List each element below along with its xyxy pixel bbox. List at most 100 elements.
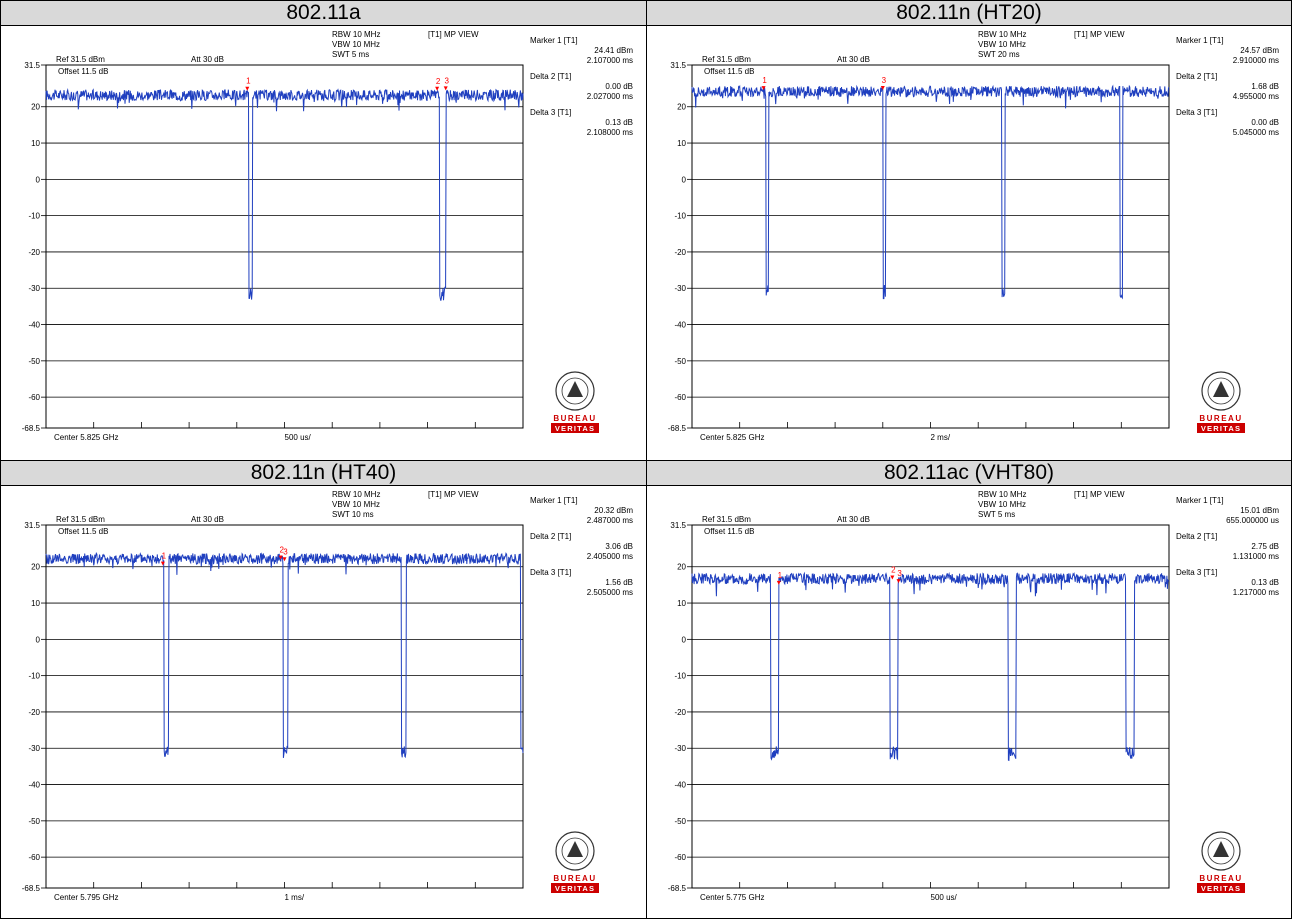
attenuation-label: Att 30 dB <box>837 55 870 64</box>
marker-readout-label: Delta 3 [T1] <box>530 108 571 117</box>
y-tick-label: -20 <box>674 708 686 717</box>
ref-level-label: Ref 31.5 dBm <box>56 55 105 64</box>
attenuation-label: Att 30 dB <box>191 55 224 64</box>
logo-figure-icon <box>1213 841 1229 857</box>
plot-frame <box>45 64 524 429</box>
marker-readout-time: 2.405000 ms <box>587 552 633 561</box>
y-tick-label: -50 <box>28 817 40 826</box>
center-frequency-label: Center 5.825 GHz <box>700 433 764 442</box>
y-tick-label: -10 <box>674 672 686 681</box>
span-per-division-label: 1 ms/ <box>285 893 305 902</box>
marker-readout-level: 24.41 dBm <box>594 46 633 55</box>
offset-label: Offset 11.5 dB <box>704 67 754 76</box>
y-tick-label: -30 <box>674 744 686 753</box>
marker-readout-time: 2.108000 ms <box>587 128 633 137</box>
marker-readout-level: 24.57 dBm <box>1240 46 1279 55</box>
logo-text-bottom: VERITAS <box>1201 424 1241 433</box>
swt-label: SWT 20 ms <box>978 50 1020 59</box>
swt-label: SWT 5 ms <box>332 50 369 59</box>
marker-tag-2: 2 <box>436 77 441 86</box>
marker-readout-level: 0.13 dB <box>1251 578 1279 587</box>
y-tick-label: -40 <box>674 781 686 790</box>
rbw-label: RBW 10 MHz <box>332 490 380 499</box>
y-tick-label: 20 <box>677 103 686 112</box>
vbw-label: VBW 10 MHz <box>332 500 380 509</box>
marker-tag-3: 3 <box>897 569 902 578</box>
y-tick-label: 20 <box>31 103 40 112</box>
marker-point-3 <box>443 86 448 91</box>
ref-level-label: Ref 31.5 dBm <box>702 55 751 64</box>
y-tick-label: -68.5 <box>22 884 41 893</box>
y-tick-label: -20 <box>28 248 40 257</box>
vbw-label: VBW 10 MHz <box>332 40 380 49</box>
marker-readout-time: 1.131000 ms <box>1233 552 1279 561</box>
ref-level-label: Ref 31.5 dBm <box>56 515 105 524</box>
marker-tag-1: 1 <box>162 552 167 561</box>
vbw-label: VBW 10 MHz <box>978 40 1026 49</box>
marker-readout-level: 1.68 dB <box>1251 82 1279 91</box>
span-per-division-label: 500 us/ <box>285 433 312 442</box>
marker-readout-time: 2.505000 ms <box>587 588 633 597</box>
y-tick-label: 31.5 <box>24 61 40 70</box>
logo-text-bottom: VERITAS <box>555 884 595 893</box>
view-label: [T1] MP VIEW <box>428 490 479 499</box>
logo-figure-icon <box>567 841 583 857</box>
offset-label: Offset 11.5 dB <box>58 67 108 76</box>
view-label: [T1] MP VIEW <box>1074 490 1125 499</box>
y-tick-label: -10 <box>28 212 40 221</box>
center-frequency-label: Center 5.795 GHz <box>54 893 118 902</box>
logo-text-top: BUREAU <box>1199 874 1242 883</box>
y-tick-label: -50 <box>28 357 40 366</box>
marker-readout-label: Delta 2 [T1] <box>530 532 571 541</box>
marker-readout-label: Delta 2 [T1] <box>1176 532 1217 541</box>
y-tick-label: 20 <box>677 563 686 572</box>
swt-label: SWT 5 ms <box>978 510 1015 519</box>
logo-banner <box>551 423 599 433</box>
span-per-division-label: 2 ms/ <box>931 433 951 442</box>
panel-80211n-ht20: 802.11n (HT20) RBW 10 MHz VBW 10 MHz SWT 2… <box>646 0 1292 461</box>
marker-readout-level: 1.56 dB <box>605 578 633 587</box>
y-tick-label: -30 <box>28 744 40 753</box>
rbw-label: RBW 10 MHz <box>978 30 1026 39</box>
plot-frame <box>45 524 524 889</box>
y-tick-label: -30 <box>28 284 40 293</box>
trace-line <box>45 551 524 759</box>
marker-readout-level: 15.01 dBm <box>1240 506 1279 515</box>
marker-tag-3: 3 <box>882 76 887 85</box>
panel-title: 802.11ac (VHT80) <box>647 461 1291 486</box>
marker-readout-level: 3.06 dB <box>605 542 633 551</box>
marker-point-2 <box>278 555 283 560</box>
panel-title: 802.11a <box>1 1 646 26</box>
panel-80211a: 802.11a RBW 10 MHz VBW 10 MHz SWT 5 ms [T1]… <box>0 0 647 461</box>
plot-frame <box>691 64 1170 429</box>
marker-readout-label: Delta 2 [T1] <box>1176 72 1217 81</box>
y-tick-label: -60 <box>28 853 40 862</box>
marker-point-1 <box>761 86 766 91</box>
y-tick-label: -60 <box>674 853 686 862</box>
marker-point-3 <box>282 557 287 562</box>
y-tick-label: 0 <box>36 175 41 184</box>
y-tick-label: 31.5 <box>670 61 686 70</box>
marker-point-3 <box>896 579 901 584</box>
marker-readout-level: 2.75 dB <box>1251 542 1279 551</box>
marker-readout-level: 0.13 dB <box>605 118 633 127</box>
y-tick-label: -10 <box>674 212 686 221</box>
marker-readout-level: 20.32 dBm <box>594 506 633 515</box>
marker-readout-time: 655.000000 us <box>1226 516 1279 525</box>
logo-text-bottom: VERITAS <box>555 424 595 433</box>
logo-banner <box>1197 423 1245 433</box>
marker-tag-3: 3 <box>444 76 449 85</box>
y-tick-label: -68.5 <box>668 424 687 433</box>
span-per-division-label: 500 us/ <box>931 893 958 902</box>
logo-figure-icon <box>567 381 583 397</box>
y-tick-label: -20 <box>28 708 40 717</box>
y-tick-label: 31.5 <box>670 521 686 530</box>
logo-text-bottom: VERITAS <box>1201 884 1241 893</box>
y-tick-label: 20 <box>31 563 40 572</box>
marker-readout-time: 4.955000 ms <box>1233 92 1279 101</box>
marker-readout-label: Delta 3 [T1] <box>1176 108 1217 117</box>
panel-80211n-ht40: 802.11n (HT40) RBW 10 MHz VBW 10 MHz SWT 1… <box>0 460 647 919</box>
